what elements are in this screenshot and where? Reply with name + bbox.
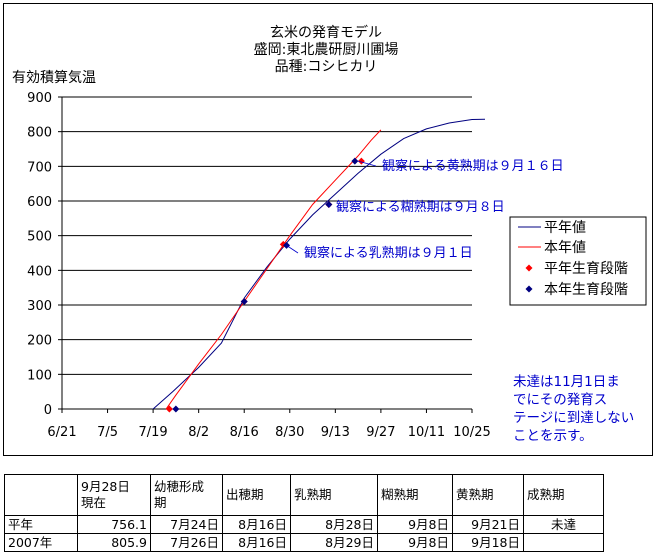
- x-tick-label: 8/30: [275, 425, 304, 440]
- header-cell-mature: 成熟期: [523, 474, 604, 516]
- y-tick-label: 300: [27, 299, 52, 314]
- legend-box: [509, 216, 647, 306]
- legend-label: 本年値: [544, 240, 586, 256]
- x-tick-label: 8/16: [230, 425, 259, 440]
- title-line: 盛岡:東北農研厨川圃場: [254, 42, 399, 58]
- note-line: でにその発育ス: [513, 392, 607, 408]
- table-cell: 7月26日: [150, 533, 223, 552]
- y-tick-label: 0: [44, 403, 52, 418]
- axes: [61, 97, 472, 410]
- x-tick-label: 7/5: [97, 425, 118, 440]
- title-line: 玄米の発育モデル: [270, 24, 382, 41]
- y-tick-label: 200: [27, 334, 52, 349]
- annotation-text: 観察による黄熟期は９月１６日: [382, 158, 564, 174]
- header-cell-dough: 糊熟期: [377, 474, 453, 516]
- header-line: 期: [154, 495, 167, 510]
- table-cell: 8月16日: [222, 533, 291, 552]
- header-cell: [4, 474, 78, 516]
- table-cell: 9月21日: [452, 515, 524, 534]
- y-tick-label: 400: [27, 264, 52, 279]
- table-cell: 9月8日: [377, 533, 453, 552]
- y-tick-label: 800: [27, 126, 52, 141]
- current-stage-marker: [172, 405, 180, 413]
- x-tick-label: 7/19: [139, 425, 168, 440]
- x-tick-label: 8/2: [188, 425, 209, 440]
- annotation-leader: [358, 160, 377, 167]
- x-tick-labels: 6/21 7/5 7/19 8/2 8/16 8/30 9/13 9/27 10/11 10/25: [47, 409, 491, 440]
- table-cell: 8月16日: [222, 515, 291, 534]
- y-axis-label: 有効積算気温: [12, 70, 96, 86]
- annotation-leader: [328, 204, 331, 208]
- row-label: 2007年: [4, 533, 78, 552]
- x-tick-label: 6/21: [47, 425, 76, 440]
- header-line: 現在: [81, 495, 107, 510]
- annotation-text: 観察による乳熟期は９月１日: [304, 245, 473, 261]
- y-tick-label: 100: [27, 368, 52, 383]
- table-cell: 8月28日: [290, 515, 378, 534]
- header-cell-panicle: 幼穂形成期: [150, 474, 223, 516]
- legend-label: 本年生育段階: [544, 282, 628, 298]
- header-cell-milk: 乳熟期: [290, 474, 378, 516]
- table-cell: 8月29日: [290, 533, 378, 552]
- y-tick-label: 600: [27, 195, 52, 210]
- normal-line-series: [151, 118, 486, 409]
- current-stage-marker: [240, 298, 248, 306]
- x-tick-label: 10/25: [453, 425, 490, 440]
- grid-lines: [62, 96, 472, 375]
- header-line: 9月28日: [81, 479, 130, 494]
- header-cell-heading: 出穂期: [222, 474, 291, 516]
- header-cell-yellow: 黄熟期: [452, 474, 524, 516]
- legend-swatch-marker: [525, 264, 533, 272]
- x-tick-label: 9/13: [321, 425, 350, 440]
- note-line: 未達は11月1日ま: [513, 374, 620, 390]
- y-tick-label: 700: [27, 160, 52, 175]
- table-cell: 9月18日: [452, 533, 524, 552]
- note-line: ことを示す。: [513, 428, 593, 444]
- legend-swatch-marker: [525, 285, 533, 293]
- legend-label: 平年値: [544, 220, 586, 236]
- x-tick-label: 10/11: [408, 425, 445, 440]
- table-row: 平年 756.1 7月24日 8月16日 8月28日 9月8日 9月21日 未達: [4, 515, 604, 534]
- annotation-text: 観察による糊熟期は９月８日: [336, 199, 505, 215]
- title-line: 品種:コシヒカリ: [275, 59, 378, 75]
- table-cell: 805.9: [77, 533, 151, 552]
- header-cell-current: 9月28日 現在: [77, 474, 151, 516]
- normal-stage-marker: [165, 405, 173, 413]
- x-tick-label: 9/27: [366, 425, 395, 440]
- y-tick-labels: 0 100 200 300 400 500 600 700 800 900: [27, 91, 62, 418]
- table-cell: [523, 533, 604, 552]
- y-tick-label: 900: [27, 91, 52, 106]
- table-row: 2007年 805.9 7月26日 8月16日 8月29日 9月8日 9月18日: [4, 533, 604, 552]
- stage-date-table: 9月28日 現在 幼穂形成期 出穂期 乳熟期 糊熟期 黄熟期 成熟期 平年 756…: [4, 474, 604, 552]
- current-line-series: [165, 129, 382, 409]
- table-cell: 756.1: [77, 515, 151, 534]
- y-tick-label: 500: [27, 230, 52, 245]
- annotation-leader: [286, 245, 299, 254]
- current-stage-marker: [351, 157, 359, 165]
- series-lines: [151, 118, 486, 409]
- row-label: 平年: [4, 515, 78, 534]
- table-cell: 9月8日: [377, 515, 453, 534]
- table-cell: 7月24日: [150, 515, 223, 534]
- table-cell: 未達: [523, 515, 604, 534]
- chart-frame: 玄米の発育モデル 盛岡:東北農研厨川圃場 品種:コシヒカリ 有効積算気温 0 100 2…: [3, 3, 653, 456]
- header-line: 幼穂形成: [154, 479, 205, 494]
- note-line: テージに到達しない: [513, 410, 634, 426]
- legend-label: 平年生育段階: [544, 261, 628, 277]
- table-header-row: 9月28日 現在 幼穂形成期 出穂期 乳熟期 糊熟期 黄熟期 成熟期: [4, 474, 604, 516]
